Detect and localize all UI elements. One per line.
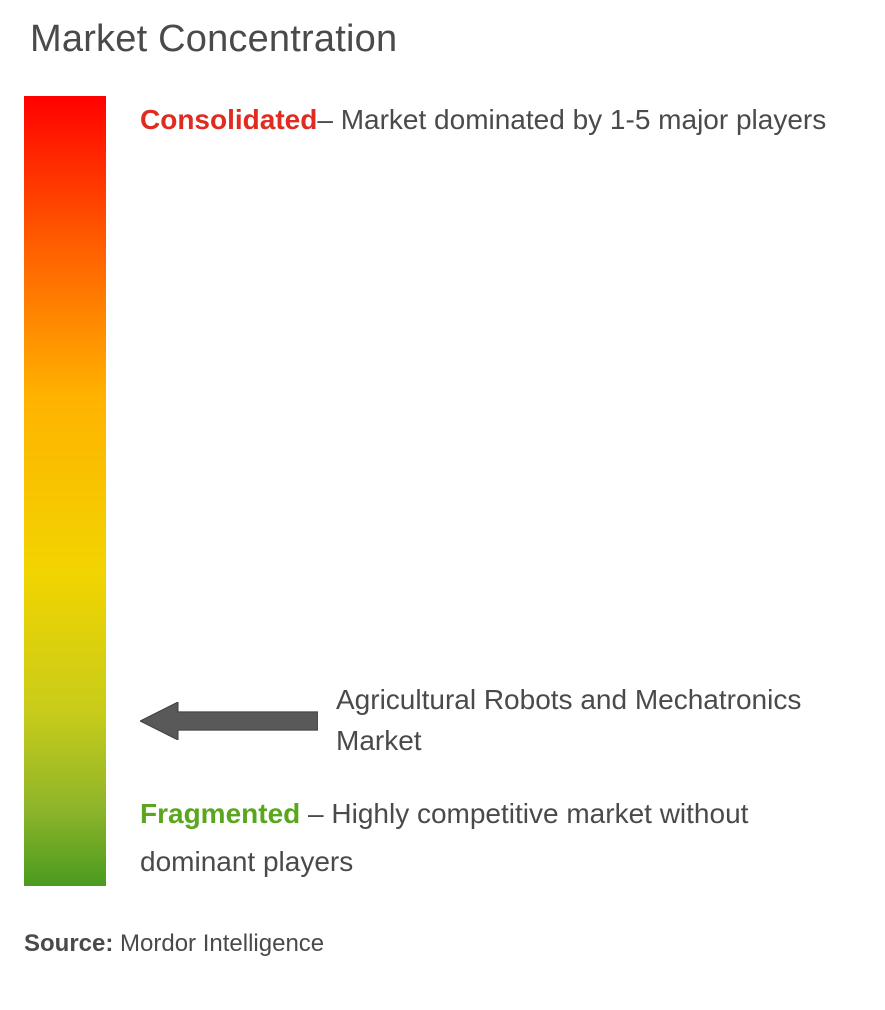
market-position-marker: Agricultural Robots and Mechatronics Mar… [140, 680, 855, 761]
arrow-left-icon [140, 702, 318, 740]
concentration-gradient-bar [24, 96, 106, 886]
page-title: Market Concentration [30, 18, 397, 61]
fragmented-label: Fragmented – Highly competitive market w… [140, 790, 855, 885]
consolidated-strong: Consolidated [140, 104, 317, 135]
source-value: Mordor Intelligence [113, 930, 324, 957]
market-name-label: Agricultural Robots and Mechatronics Mar… [336, 680, 855, 761]
consolidated-rest: – Market dominated by 1-5 major players [317, 104, 826, 135]
market-concentration-infographic: Market Concentration Consolidated– Marke… [0, 0, 885, 1010]
consolidated-label: Consolidated– Market dominated by 1-5 ma… [140, 96, 855, 144]
fragmented-strong: Fragmented [140, 798, 300, 829]
source-attribution: Source: Mordor Intelligence [24, 930, 324, 958]
source-label: Source: [24, 930, 113, 957]
arrow-polygon [140, 702, 318, 740]
